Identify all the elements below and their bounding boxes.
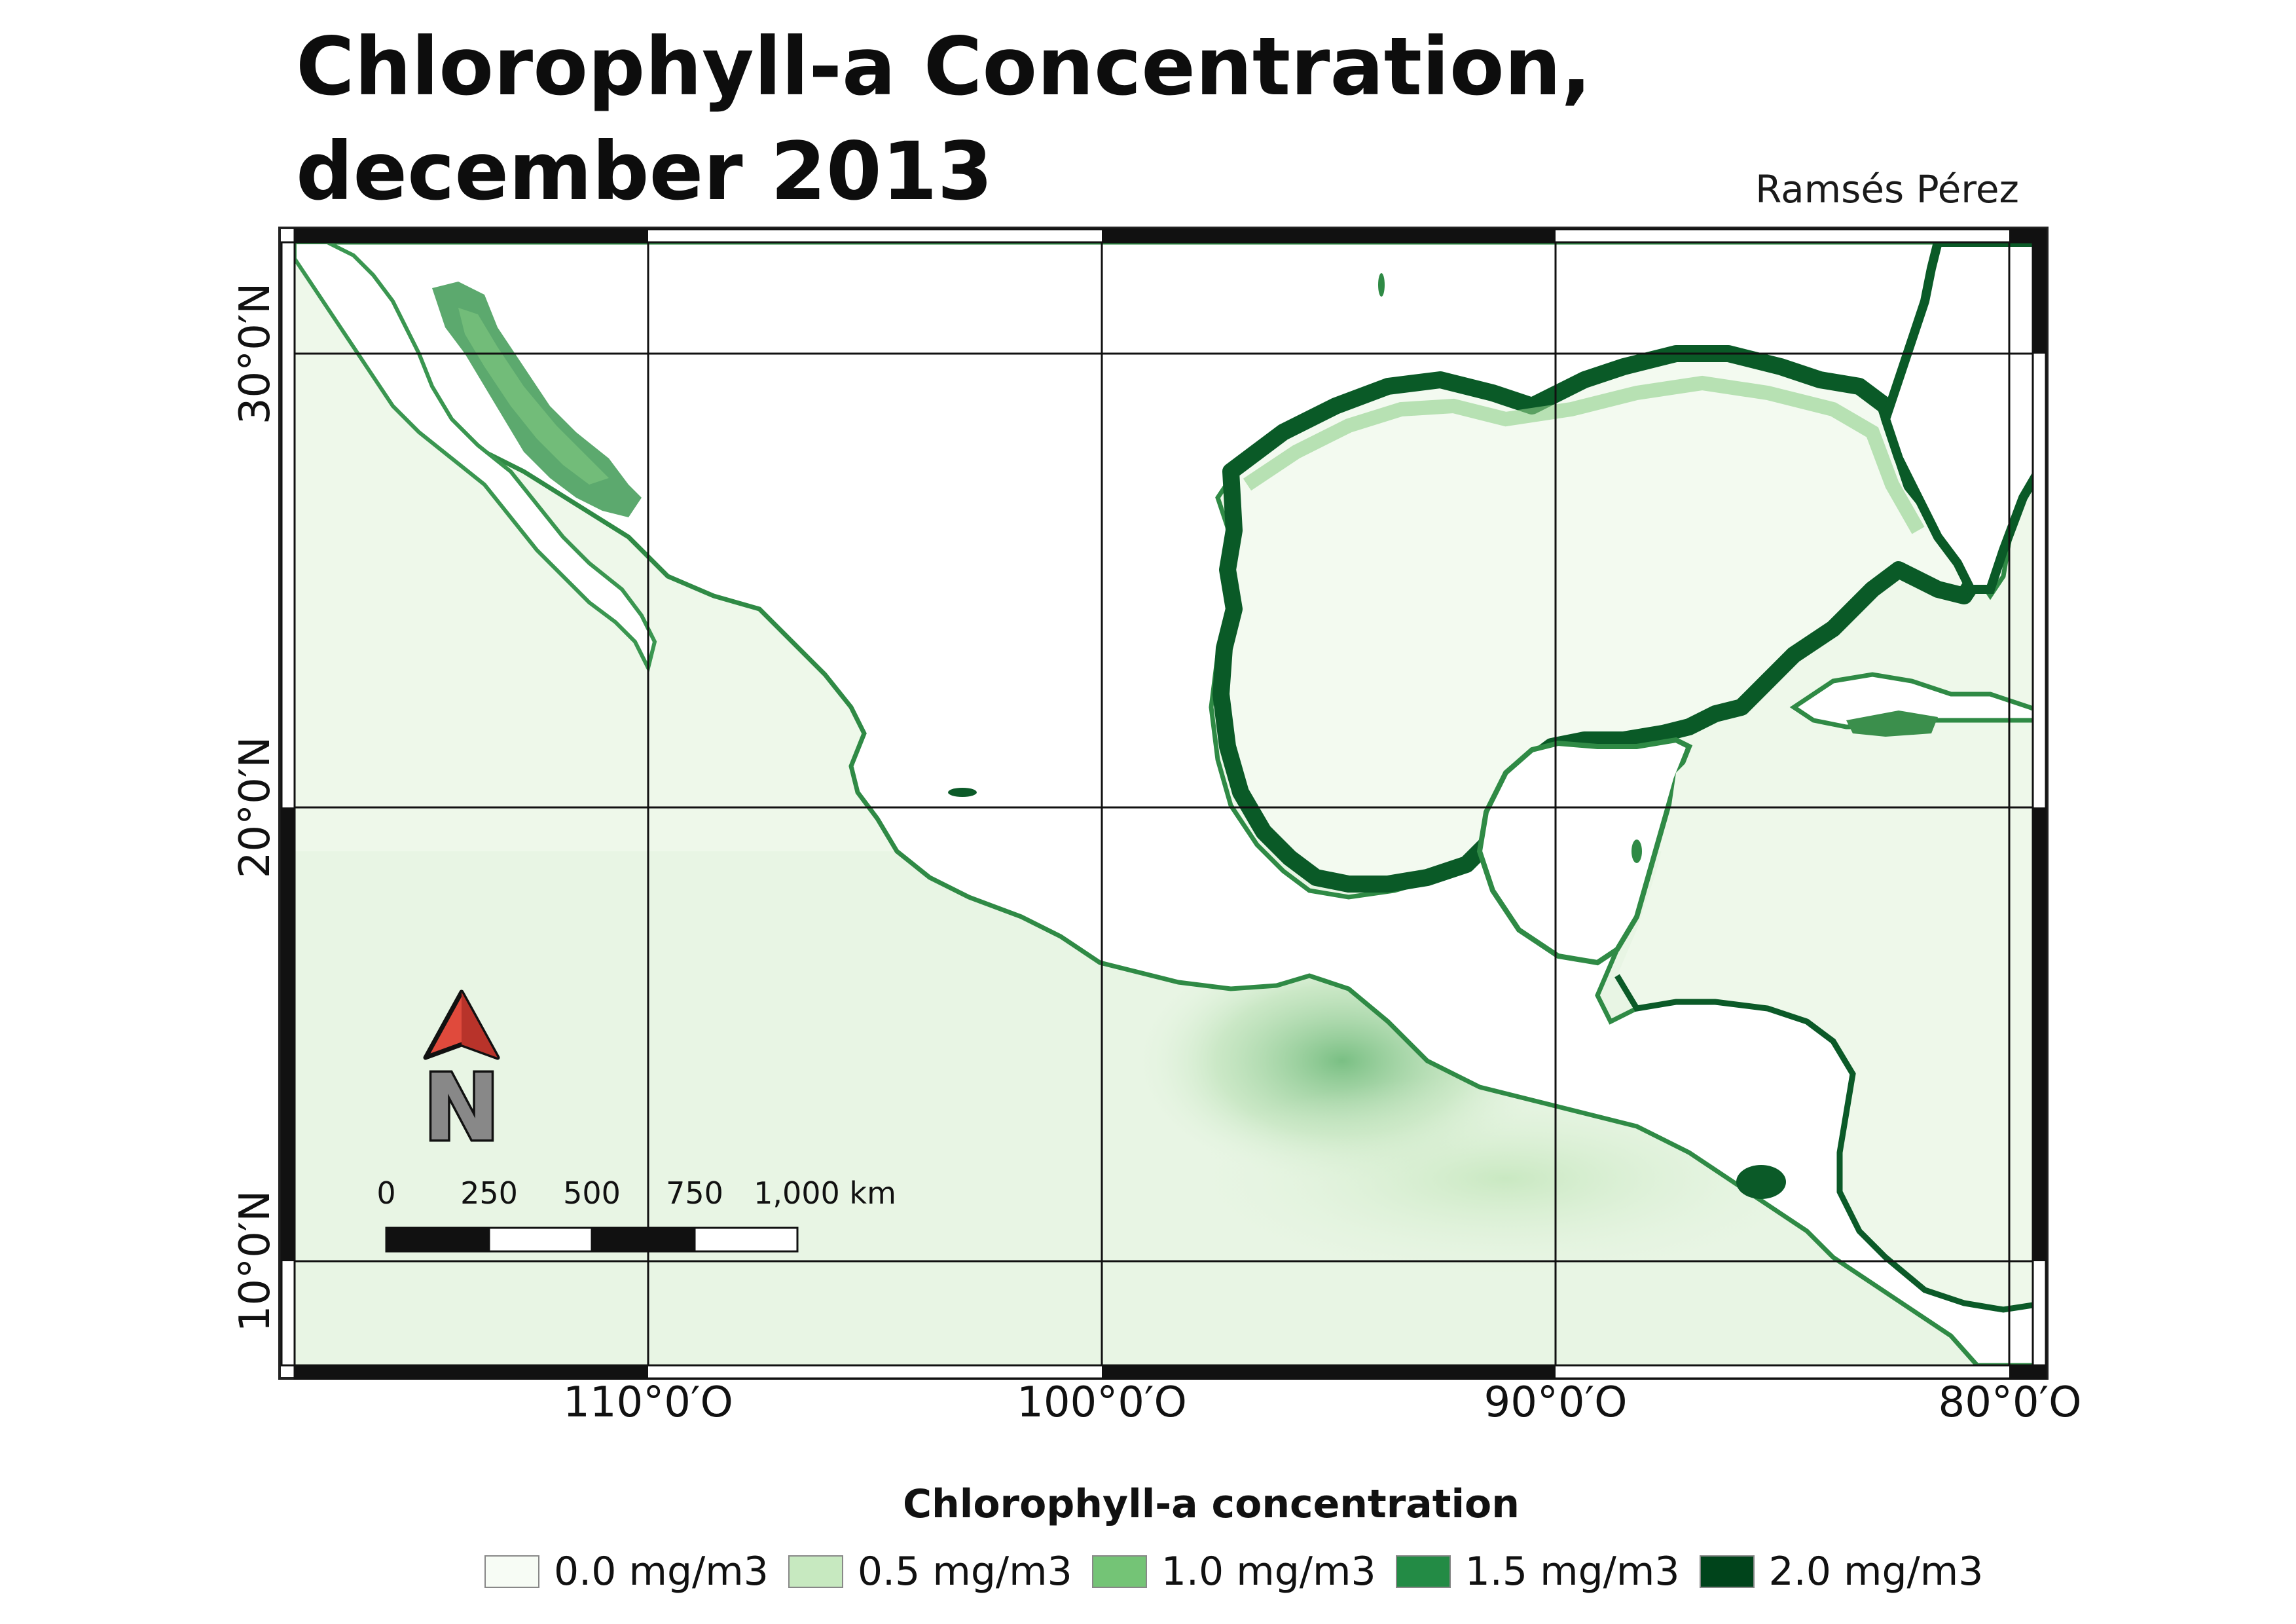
legend-item: 1.0 mg/m3 — [1091, 1549, 1376, 1595]
lat-label-20: 20°0′N — [231, 736, 280, 879]
north-arrow-icon — [423, 989, 500, 1060]
north-letter: N — [423, 1055, 500, 1162]
frame-left-seg-1 — [282, 807, 295, 1261]
legend-item: 2.0 mg/m3 — [1699, 1549, 1984, 1595]
scale-seg-1 — [385, 1227, 490, 1253]
frame-top-seg-3 — [2009, 229, 2046, 242]
frame-right-seg-2 — [2033, 807, 2046, 1261]
lon-label-80: 80°0′O — [1938, 1378, 2082, 1427]
frame-right-seg-1 — [2033, 242, 2046, 354]
caribbean-sea — [1617, 694, 2046, 1310]
frame-bottom-seg-1 — [295, 1365, 648, 1378]
lat-label-30: 30°0′N — [231, 282, 280, 425]
scale-label-250: 250 — [460, 1175, 518, 1211]
isla-de-la-juventud — [1846, 710, 1938, 737]
legend-label-4: 2.0 mg/m3 — [1768, 1549, 1984, 1595]
gulf-of-mexico — [1212, 345, 1986, 893]
central-america-coast — [1614, 974, 2046, 1313]
lon-label-90: 90°0′O — [1484, 1378, 1628, 1427]
legend-swatch-4 — [1699, 1555, 1755, 1588]
map-title-line-1: Chlorophyll-a Concentration, — [296, 20, 1592, 113]
legend-swatch-2 — [1091, 1555, 1147, 1588]
legend-item: 0.5 mg/m3 — [788, 1549, 1072, 1595]
author-credit: Ramsés Pérez — [1755, 167, 2019, 212]
legend-swatch-0 — [484, 1555, 539, 1588]
gulf-of-california-inner — [458, 308, 609, 485]
legend-label-1: 0.5 mg/m3 — [857, 1549, 1072, 1595]
frame-top-seg-1 — [295, 229, 648, 242]
frame-bottom-seg-2 — [1102, 1365, 1556, 1378]
scale-label-0: 0 — [376, 1175, 396, 1211]
scale-seg-4 — [693, 1227, 799, 1253]
legend-swatch-3 — [1395, 1555, 1451, 1588]
legend-label-0: 0.0 mg/m3 — [554, 1549, 769, 1595]
map-title: Chlorophyll-a Concentration, december 20… — [296, 14, 1592, 224]
island-socorro — [948, 788, 977, 797]
scale-label-750: 750 — [666, 1175, 723, 1211]
graticule — [295, 242, 2046, 1365]
scale-seg-2 — [488, 1227, 593, 1253]
lake-nicaragua — [1736, 1165, 1786, 1199]
land-yucatan — [1476, 737, 1693, 966]
land-florida — [1880, 242, 2046, 594]
land-baja-california — [295, 242, 657, 674]
frame-bottom-seg-3 — [2009, 1365, 2046, 1378]
scale-label-500: 500 — [563, 1175, 621, 1211]
gulf-inner-bloom — [1243, 375, 1925, 534]
lon-label-110: 110°0′O — [563, 1378, 733, 1427]
island-cozumel — [1631, 840, 1642, 863]
map-raster — [295, 242, 2046, 1365]
scale-bar — [385, 1227, 799, 1253]
lon-label-100: 100°0′O — [1017, 1378, 1187, 1427]
legend-label-3: 1.5 mg/m3 — [1465, 1549, 1680, 1595]
lat-label-10: 10°0′N — [231, 1190, 280, 1333]
zebra-frame — [280, 228, 2047, 1380]
scale-seg-3 — [591, 1227, 696, 1253]
scale-label-1000km: 1,000 km — [754, 1175, 896, 1211]
frame-top-seg-2 — [1102, 229, 1556, 242]
legend-title: Chlorophyll-a concentration — [903, 1481, 1520, 1527]
legend-item: 0.0 mg/m3 — [484, 1549, 769, 1595]
inland-lake — [1378, 273, 1385, 297]
north-arrow-shade — [462, 992, 498, 1058]
legend: 0.0 mg/m3 0.5 mg/m3 1.0 mg/m3 1.5 mg/m3 … — [484, 1549, 2003, 1595]
legend-label-2: 1.0 mg/m3 — [1161, 1549, 1376, 1595]
map-title-line-2: december 2013 — [296, 125, 993, 218]
legend-swatch-1 — [788, 1555, 843, 1588]
legend-item: 1.5 mg/m3 — [1395, 1549, 1680, 1595]
